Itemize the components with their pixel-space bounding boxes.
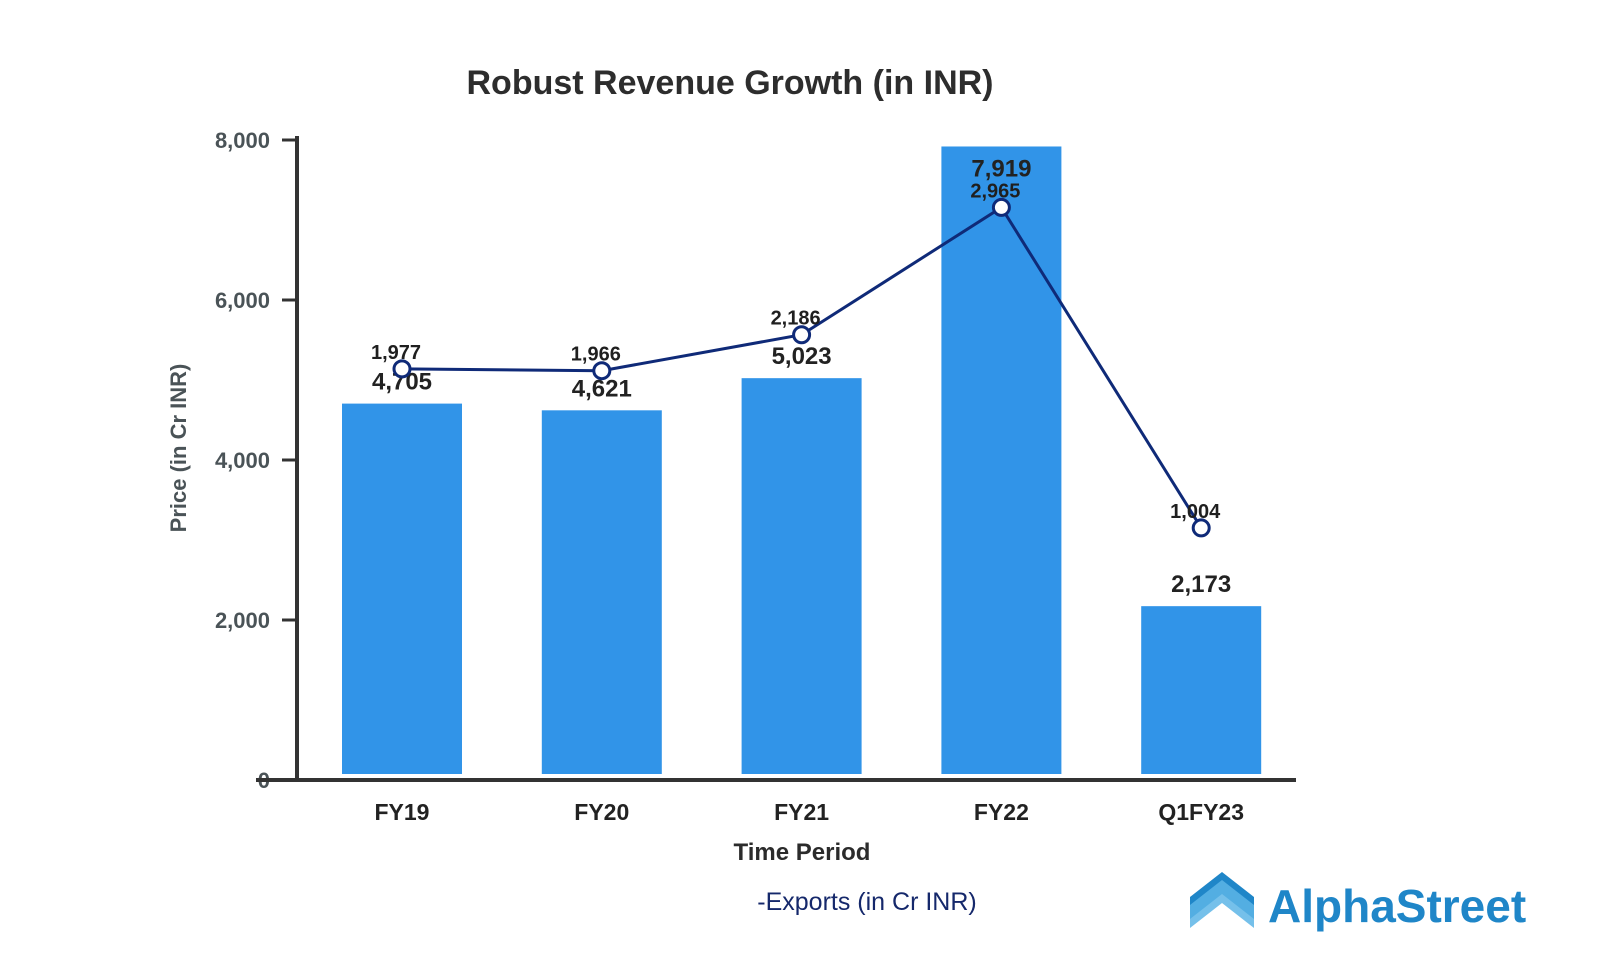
- bar-value-label: 2,173: [1171, 571, 1231, 598]
- line-point: [592, 361, 612, 381]
- y-tick-label: 2,000: [215, 608, 270, 633]
- alphastreet-logo: AlphaStreet: [1190, 872, 1526, 932]
- line-value-label: 2,965: [970, 180, 1020, 202]
- bar: [1141, 606, 1262, 774]
- bar: [741, 378, 862, 774]
- legend-exports: -Exports (in Cr INR): [757, 888, 976, 916]
- bar: [541, 410, 662, 774]
- bar-value-label: 7,919: [971, 155, 1031, 182]
- x-axis-title: Time Period: [734, 839, 871, 866]
- bar-series: [342, 146, 1262, 775]
- chart-title: Robust Revenue Growth (in INR): [467, 64, 994, 102]
- line-value-label: 1,004: [1170, 501, 1221, 523]
- y-tick-label: 4,000: [215, 448, 270, 473]
- x-tick-label: FY21: [774, 799, 829, 825]
- exports-line-series: 1,977 1,966 2,186 2,965 1,004: [371, 180, 1221, 538]
- x-tick-label: FY20: [574, 799, 629, 825]
- line-value-label: 2,186: [771, 308, 821, 330]
- line-point: [792, 325, 812, 345]
- bar: [342, 403, 462, 774]
- y-tick-label: 6,000: [215, 288, 270, 313]
- line-value-label: 1,966: [571, 344, 621, 366]
- line-value-label: 1,977: [371, 342, 421, 364]
- bar: [941, 146, 1062, 775]
- line-point: [392, 359, 412, 379]
- x-tick-label: FY19: [375, 799, 430, 825]
- y-tick-label: 8,000: [215, 128, 270, 153]
- line-point: [991, 197, 1011, 217]
- bar-value-label: 5,023: [772, 343, 832, 370]
- y-axis-title: Price (in Cr INR): [166, 364, 191, 533]
- brand-name: AlphaStreet: [1268, 880, 1526, 932]
- x-axis-categories: FY19 FY20 FY21 FY22 Q1FY23: [375, 799, 1245, 825]
- line-point: [1191, 518, 1211, 538]
- house-chevron-logo-icon: [1190, 872, 1254, 928]
- x-tick-label: FY22: [974, 799, 1029, 825]
- x-tick-label: Q1FY23: [1158, 799, 1244, 825]
